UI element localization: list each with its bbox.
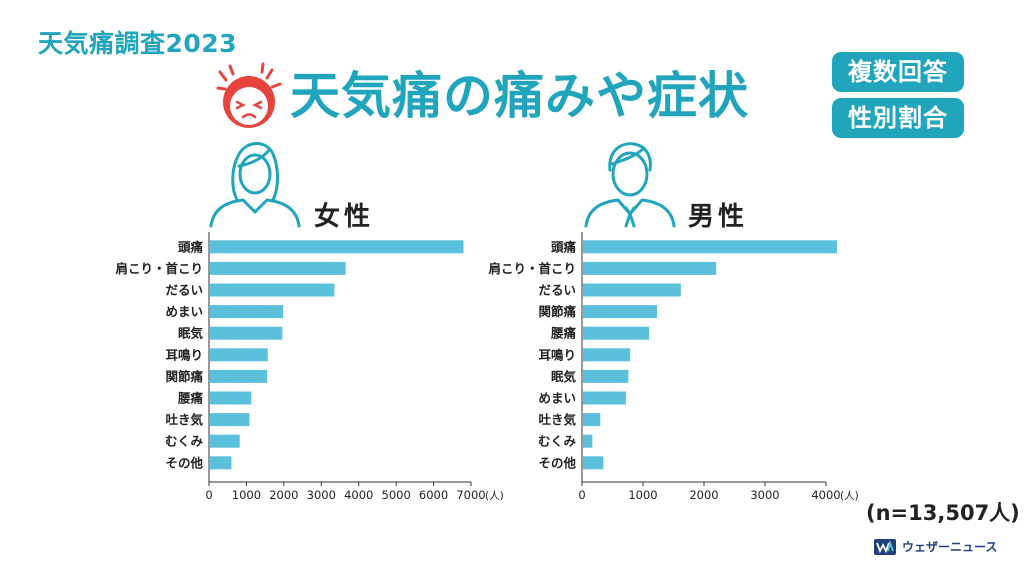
female-category-label: 腰痛 bbox=[177, 391, 204, 406]
male-category-label: 眠気 bbox=[551, 369, 577, 384]
male-category-label: めまい bbox=[538, 391, 576, 406]
male-bar bbox=[583, 348, 631, 362]
female-x-tick-label: 3000 bbox=[307, 488, 336, 502]
male-x-tick-label: 2000 bbox=[689, 488, 718, 502]
female-category-label: むくみ bbox=[165, 434, 204, 449]
sample-size: (n=13,507人) bbox=[866, 501, 1020, 525]
male-category-label: だるい bbox=[538, 283, 576, 298]
main-title: 天気痛の痛みや症状 bbox=[290, 67, 749, 125]
female-x-tick-label: 2000 bbox=[269, 488, 298, 502]
female-bar bbox=[210, 261, 346, 275]
survey-title: 天気痛調査2023 bbox=[38, 29, 238, 58]
male-bar bbox=[583, 261, 717, 275]
male-bar bbox=[583, 391, 626, 405]
male-bar bbox=[583, 326, 650, 340]
female-bar bbox=[210, 434, 240, 448]
male-bar bbox=[583, 305, 658, 319]
brand-name: ウェザーニュース bbox=[902, 540, 998, 554]
female-category-label: 吐き気 bbox=[165, 412, 203, 427]
male-category-label: 関節痛 bbox=[538, 304, 576, 319]
female-x-unit-label: (人) bbox=[485, 490, 504, 502]
female-category-label: だるい bbox=[165, 283, 203, 298]
female-bar bbox=[210, 305, 284, 319]
weathernews-logo-icon bbox=[874, 538, 896, 555]
male-category-label: 頭痛 bbox=[551, 239, 577, 254]
male-category-label: 吐き気 bbox=[538, 412, 576, 427]
male-bar bbox=[583, 434, 593, 448]
male-bar bbox=[583, 240, 837, 254]
male-category-label: その他 bbox=[538, 455, 576, 470]
badge-gender-ratio: 性別割合 bbox=[832, 98, 964, 138]
male-bar bbox=[583, 456, 604, 470]
female-bar bbox=[210, 348, 268, 362]
weather-pain-face-icon bbox=[216, 62, 282, 128]
male-x-tick-label: 0 bbox=[578, 488, 585, 502]
male-avatar-icon bbox=[584, 142, 676, 228]
male-category-label: 肩こり・首こり bbox=[488, 261, 576, 276]
male-panel-title: 男性 bbox=[688, 202, 749, 232]
brand: ウェザーニュース bbox=[874, 538, 997, 555]
female-bar bbox=[210, 456, 232, 470]
male-x-tick-label: 4000 bbox=[811, 488, 840, 502]
female-x-tick-label: 7000 bbox=[456, 488, 485, 502]
female-avatar-icon bbox=[209, 142, 301, 228]
male-category-label: 腰痛 bbox=[550, 326, 577, 341]
female-category-label: めまい bbox=[165, 304, 203, 319]
female-category-label: 眠気 bbox=[178, 326, 204, 341]
male-category-label: むくみ bbox=[538, 434, 577, 449]
female-bar bbox=[210, 240, 464, 254]
male-x-tick-label: 3000 bbox=[750, 488, 779, 502]
female-x-tick-label: 5000 bbox=[382, 488, 411, 502]
female-category-label: 肩こり・首こり bbox=[115, 261, 203, 276]
male-x-tick-label: 1000 bbox=[628, 488, 657, 502]
badge-multiple-answers: 複数回答 bbox=[832, 52, 964, 92]
male-category-label: 耳鳴り bbox=[538, 347, 576, 362]
female-category-label: 頭痛 bbox=[178, 239, 204, 254]
male-x-unit-label: (人) bbox=[840, 490, 859, 502]
female-category-label: 関節痛 bbox=[165, 369, 203, 384]
male-bar bbox=[583, 283, 681, 297]
female-bar bbox=[210, 413, 250, 427]
female-bar bbox=[210, 369, 268, 383]
female-x-tick-label: 6000 bbox=[419, 488, 448, 502]
female-bar bbox=[210, 391, 252, 405]
female-x-tick-label: 0 bbox=[205, 488, 212, 502]
female-category-label: その他 bbox=[165, 455, 203, 470]
female-category-label: 耳鳴り bbox=[165, 347, 203, 362]
female-bar bbox=[210, 283, 335, 297]
female-x-tick-label: 1000 bbox=[232, 488, 261, 502]
female-panel-title: 女性 bbox=[314, 202, 375, 232]
male-bar bbox=[583, 413, 601, 427]
female-x-tick-label: 4000 bbox=[344, 488, 373, 502]
male-bar bbox=[583, 369, 629, 383]
female-bar bbox=[210, 326, 283, 340]
